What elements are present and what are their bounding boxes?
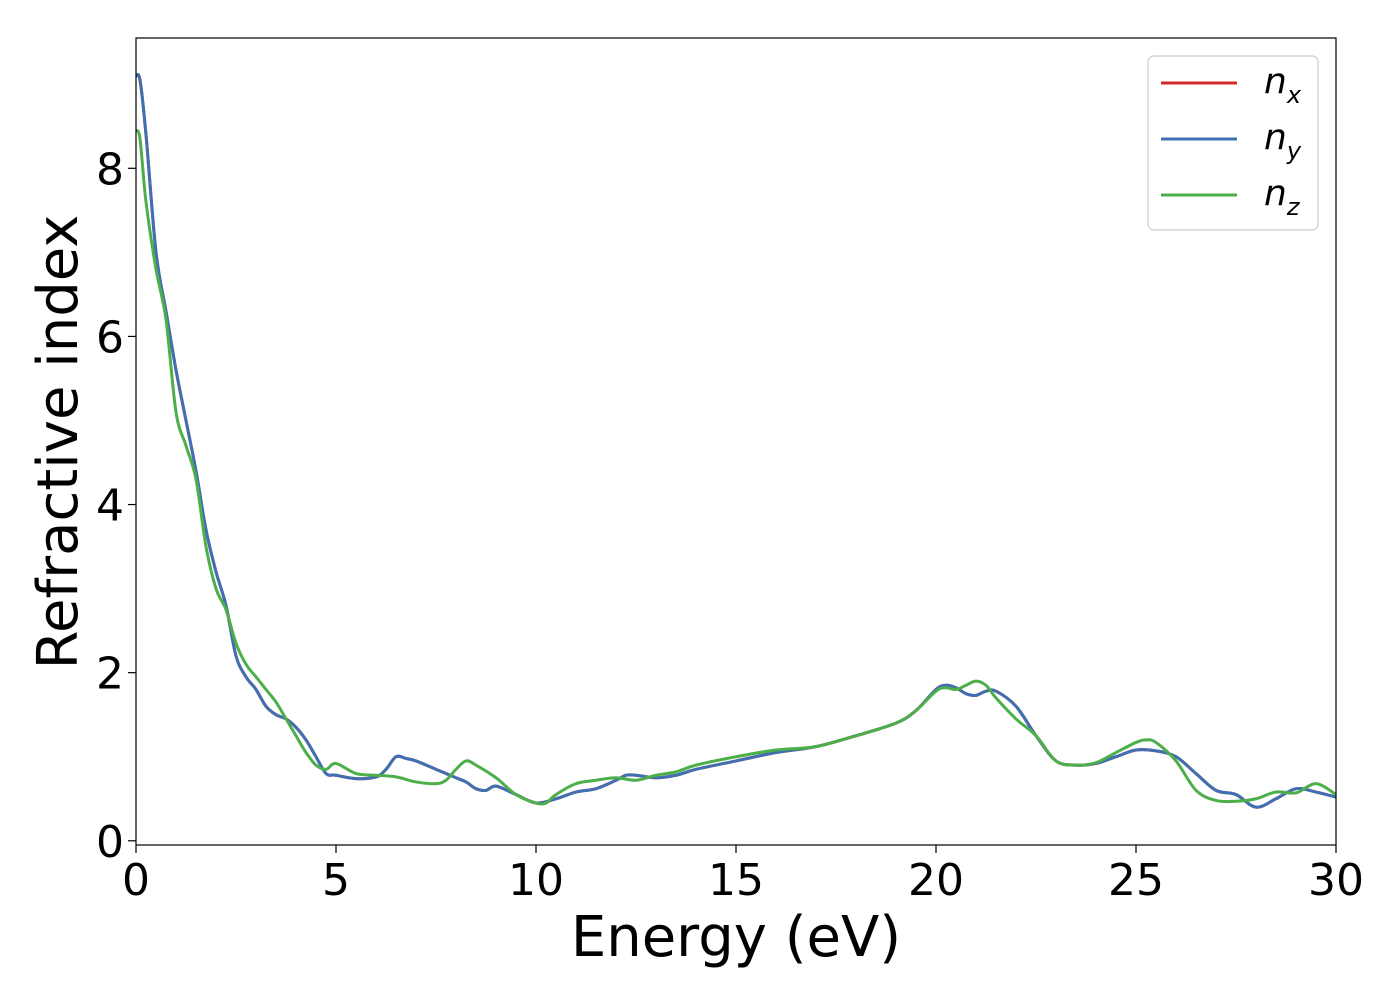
legend-label-x: nx [1264,61,1302,109]
x-tick-label: 30 [1308,855,1364,906]
legend-label-subscript: x [1286,81,1302,109]
x-tick-label: 10 [508,855,564,906]
x-tick-label: 0 [122,855,150,906]
legend-label-subscript: y [1286,137,1302,165]
x-tick-label: 5 [322,855,350,906]
legend-label-y: ny [1264,117,1302,165]
legend-label-z: nz [1264,173,1301,221]
y-tick-label: 6 [96,312,124,363]
legend-label-base: n [1264,61,1287,102]
legend-label-base: n [1264,173,1287,214]
x-tick-label: 25 [1108,855,1164,906]
x-tick-label: 20 [908,855,964,906]
plot-frame [135,37,1337,846]
x-tick-label: 15 [708,855,764,906]
legend-box [1147,55,1319,231]
y-axis-label: Refractive index [26,215,91,670]
series-line-z [136,128,1336,806]
y-tick-label: 0 [96,817,124,868]
y-axis-ticks: 0 2 4 6 8 [96,144,136,868]
legend-label-subscript: z [1286,193,1301,221]
x-axis-ticks: 0 5 10 15 20 25 30 [122,845,1364,906]
x-axis-label: Energy (eV) [571,905,901,970]
y-tick-label: 2 [96,649,124,700]
y-tick-label: 4 [96,481,124,532]
series-layer [136,73,1336,809]
y-tick-label: 8 [96,144,124,195]
legend-label-base: n [1264,117,1287,158]
